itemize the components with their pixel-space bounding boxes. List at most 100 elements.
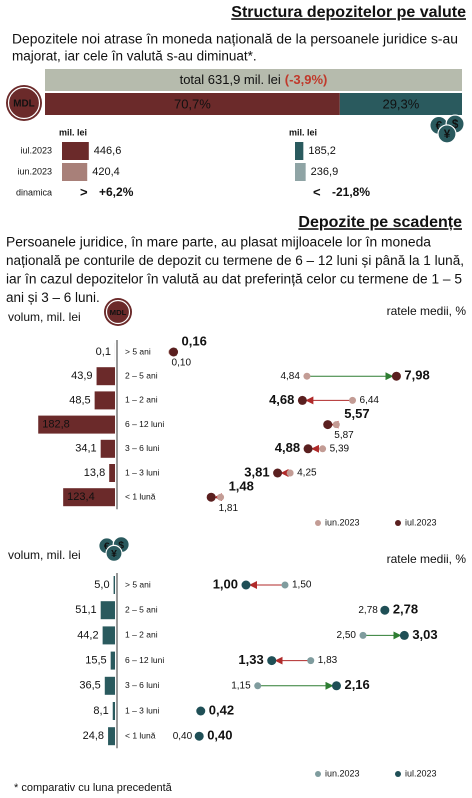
rate-label: 1,33: [238, 652, 263, 667]
value-label: 236,9: [311, 166, 339, 178]
share-bar: [45, 93, 340, 115]
volume-label: 34,1: [75, 443, 96, 455]
rate-point: [303, 444, 313, 454]
volume-label: 13,8: [84, 467, 105, 479]
page-title: Structura depozitelor pe valute: [231, 4, 466, 21]
category-label: > 5 ani: [125, 346, 151, 356]
total-change: (-3,9%): [285, 72, 328, 87]
category-label: 2 – 5 ani: [125, 604, 158, 614]
legend-label: iun.2023: [325, 768, 360, 778]
rate-point: [307, 657, 315, 665]
change-symbol: <: [313, 184, 321, 199]
rate-point: [319, 445, 327, 453]
share-label: 70,7%: [174, 96, 211, 111]
rate-label: 3,03: [412, 627, 437, 642]
rate-label: 4,68: [269, 392, 294, 407]
change-label: -21,8%: [332, 185, 370, 199]
volume-bar: [94, 391, 115, 410]
rate-label: 6,44: [360, 395, 380, 406]
rate-point: [241, 580, 251, 590]
rate-label: 0,16: [182, 333, 207, 348]
volume-label: 44,2: [77, 629, 98, 641]
volume-label: 0,1: [96, 346, 111, 358]
legend-dot: [395, 520, 401, 526]
axis-title: volum, mil. lei: [8, 548, 81, 562]
rate-point: [359, 631, 367, 639]
volume-bar: [112, 702, 115, 720]
row-label: iul.2023: [20, 145, 52, 155]
paragraph-line: națională pe conturile de depozit cu ter…: [6, 253, 464, 268]
volume-label: 43,9: [71, 370, 92, 382]
rate-label: 2,78: [358, 605, 378, 616]
category-label: 1 – 2 ani: [125, 395, 158, 405]
volume-label: 36,5: [79, 680, 100, 692]
volume-bar: [109, 464, 115, 482]
fx-symbol: €: [104, 542, 110, 553]
rate-point: [349, 396, 357, 404]
legend-dot: [315, 771, 321, 777]
value-label: 420,4: [92, 166, 120, 178]
rate-point: [254, 682, 262, 690]
total-bar: [45, 69, 462, 91]
row-label: iun.2023: [17, 166, 52, 176]
rate-point: [217, 493, 225, 501]
paragraph-line: iar în cazul depozitelor în valută au da…: [6, 272, 462, 287]
rate-label: 5,57: [344, 406, 369, 421]
volume-bar: [100, 601, 115, 620]
rate-label: 2,16: [344, 677, 369, 692]
volume-label: 182,8: [42, 419, 70, 431]
axis-title: volum, mil. lei: [8, 310, 81, 324]
mdl-icon-ring: [105, 299, 131, 325]
category-label: 1 – 3 luni: [125, 705, 160, 715]
rate-point: [331, 681, 341, 691]
bar: [62, 142, 89, 160]
category-label: 2 – 5 ani: [125, 370, 158, 380]
bar: [295, 142, 304, 160]
rate-point: [380, 605, 390, 615]
rate-label: 1,83: [318, 655, 338, 666]
fx-symbol: ¥: [111, 549, 117, 560]
share-bar: [339, 93, 462, 115]
rate-label: 2,50: [337, 630, 357, 641]
change-symbol: >: [80, 184, 88, 199]
category-label: 3 – 6 luni: [125, 680, 160, 690]
category-label: 1 – 2 ani: [125, 630, 158, 640]
volume-label: 24,8: [83, 730, 104, 742]
rate-label: 4,84: [280, 371, 300, 382]
legend-label: iul.2023: [405, 517, 437, 527]
rate-label: 3,81: [244, 464, 269, 479]
volume-bar: [96, 367, 115, 386]
category-label: > 5 ani: [125, 579, 151, 589]
mdl-icon-ring: [7, 86, 41, 120]
volume-bar: [38, 415, 115, 434]
volume-label: 5,0: [94, 579, 109, 591]
total-label: total 631,9 mil. lei (-3,9%): [180, 72, 328, 87]
fx-coin: [437, 124, 457, 144]
paragraph-line: ani și 3 – 6 luni.: [6, 290, 100, 305]
rate-label: 1,48: [229, 479, 254, 494]
change-label: +6,2%: [99, 185, 134, 199]
rate-label: 7,98: [404, 368, 429, 383]
fx-symbol: $: [452, 118, 459, 131]
rate-label: 0,10: [172, 358, 192, 369]
mdl-icon: [104, 298, 132, 326]
rate-label: 0,40: [173, 731, 193, 742]
rate-point: [399, 630, 409, 640]
rate-point: [194, 731, 204, 741]
axis-title: ratele medii, %: [387, 552, 467, 566]
rate-point: [297, 395, 307, 405]
volume-label: 51,1: [75, 604, 96, 616]
category-label: 6 – 12 luni: [125, 419, 164, 429]
rate-label: 1,81: [219, 503, 239, 514]
rate-point: [303, 372, 311, 380]
rate-point: [267, 656, 277, 666]
fx-symbol: ¥: [444, 128, 451, 141]
volume-bar: [100, 439, 115, 458]
volume-bar: [113, 576, 115, 594]
mdl-icon-label: MDL: [13, 99, 34, 110]
rate-label: 0,40: [207, 728, 232, 743]
rate-point: [196, 706, 206, 716]
fx-symbol: €: [436, 119, 443, 132]
rate-point: [281, 581, 289, 589]
rate-point: [391, 371, 401, 381]
